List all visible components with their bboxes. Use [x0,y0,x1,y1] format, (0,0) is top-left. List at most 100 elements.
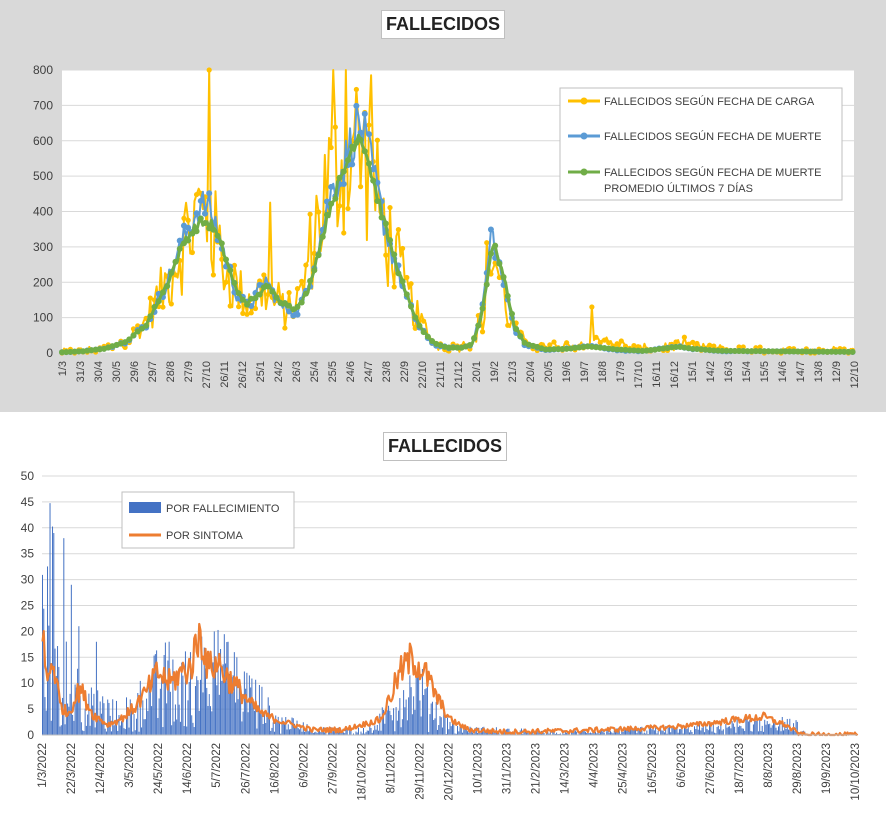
bar [188,681,190,735]
bar [48,625,50,735]
bar [603,732,605,735]
y-tick-label: 400 [33,205,53,219]
bar [414,709,416,735]
bar [566,732,568,735]
data-point [193,210,200,217]
bar [532,729,534,735]
x-tick-label: 18/8 [597,361,609,382]
x-tick-label: 30/4 [93,361,105,382]
data-point [547,342,553,348]
bar [403,690,405,735]
bar [714,732,716,735]
bar [151,706,153,735]
bar [270,730,272,735]
bar [75,687,77,735]
y-tick-label: 20 [21,624,35,638]
bar [237,699,239,735]
bar [275,715,277,735]
x-tick-label: 1/3 [57,361,69,376]
bar [263,713,265,735]
bar [721,730,723,735]
data-point [349,143,356,150]
bar [401,719,403,735]
bar [364,733,366,735]
bar [710,723,712,735]
bar [294,723,296,735]
data-point [564,340,570,346]
data-point [761,348,768,355]
bar [677,732,679,735]
bar [416,674,418,735]
bar [386,710,388,735]
chart-1-title: FALLECIDOS [381,10,506,39]
data-point [395,270,402,277]
data-point [711,343,717,349]
bar [547,731,549,735]
data-point [404,274,410,281]
bar [236,657,238,735]
x-tick-label: 27/9/2022 [327,743,339,794]
bar [623,729,625,735]
x-tick-label: 24/2 [273,361,285,382]
data-point [159,289,166,296]
bar [435,701,437,735]
bar [729,726,731,735]
bar [138,731,140,735]
bar [760,731,762,735]
x-tick-label: 22/9 [399,361,411,382]
data-point [782,348,789,355]
bar [375,729,377,735]
data-point [593,334,599,340]
bar [118,715,120,735]
y-tick-label: 0 [27,728,34,742]
bar [537,730,539,735]
bar [243,671,245,735]
legend-marker-muerte [580,132,588,140]
bar [187,700,189,735]
data-point [387,204,393,211]
bar [107,699,109,735]
bar [755,720,757,735]
bar [396,720,398,735]
data-point [471,335,478,342]
bar [788,729,790,735]
bar [242,711,244,735]
bar [52,526,54,735]
legend-1: FALLECIDOS SEGÚN FECHA DE CARGA FALLECID… [559,87,843,201]
bar [670,732,672,735]
bar [248,675,250,735]
bar [208,694,210,735]
bar [371,732,373,735]
bar [680,729,682,735]
bar [47,566,49,735]
data-point [130,332,137,339]
legend-label-sintoma: POR SINTOMA [166,530,243,542]
bar [339,731,341,735]
bar [719,729,721,735]
bar [43,608,45,735]
bar [655,727,657,735]
bar [73,720,75,735]
bar [462,732,464,735]
bar [756,720,758,735]
bar [542,731,544,735]
y-tick-label: 45 [21,495,35,509]
bar [691,732,693,735]
bar [281,717,283,735]
bar [361,733,363,735]
data-point [307,277,314,284]
bar [215,670,217,735]
legend-label-fallecimiento: POR FALLECIMIENTO [166,503,280,515]
data-point [778,348,785,355]
data-point [286,302,293,309]
bar [591,733,593,735]
bar [455,733,457,735]
bar [696,725,698,735]
bar [746,719,748,735]
x-tick-label: 17/10 [633,361,645,389]
data-point [155,298,162,305]
bar [181,662,183,735]
bar [477,732,479,735]
bar [411,714,413,735]
data-point [382,220,389,227]
